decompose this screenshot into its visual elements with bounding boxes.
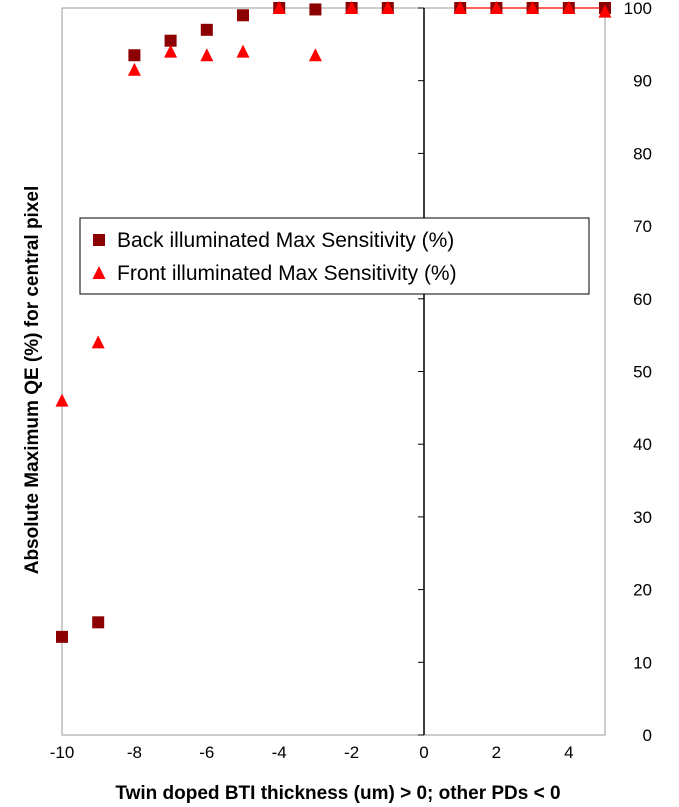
x-tick-label: -6 bbox=[199, 743, 214, 762]
x-axis-title: Twin doped BTI thickness (um) > 0; other… bbox=[115, 783, 560, 804]
front-illuminated-point bbox=[453, 1, 467, 14]
legend-box bbox=[79, 217, 590, 295]
x-tick-label: 2 bbox=[492, 743, 501, 762]
front-illuminated-point bbox=[598, 4, 612, 18]
data-points bbox=[55, 1, 612, 643]
legend-triangle-icon bbox=[92, 266, 106, 279]
front-illuminated-point bbox=[526, 1, 540, 14]
back-illuminated-point bbox=[200, 23, 213, 36]
back-illuminated-point bbox=[237, 9, 249, 22]
x-tick-label: -8 bbox=[127, 743, 142, 762]
legend-square-icon bbox=[93, 234, 105, 246]
y-tick-label: 90 bbox=[633, 72, 652, 91]
back-illuminated-point bbox=[56, 630, 68, 643]
back-illuminated-point bbox=[164, 34, 177, 47]
front-illuminated-point bbox=[236, 44, 250, 58]
legend: Back illuminated Max Sensitivity (%) Fron… bbox=[79, 217, 590, 295]
back-illuminated-point bbox=[92, 616, 105, 629]
front-illuminated-point bbox=[200, 48, 214, 62]
x-tick-label: -4 bbox=[272, 743, 287, 762]
y-tick-label: 10 bbox=[633, 653, 652, 672]
y-axis-title: Absolute Maximum QE (%) for central pixe… bbox=[22, 186, 43, 575]
legend-label: Front illuminated Max Sensitivity (%) bbox=[117, 262, 457, 285]
front-illuminated-point bbox=[308, 48, 322, 62]
axes: 0 10 20 30 40 50 60 70 80 90 100 -10 -8 -6 -4 -2 0 2 4 bbox=[50, 0, 652, 762]
x-tick-label: -2 bbox=[344, 743, 359, 762]
front-illuminated-point bbox=[127, 62, 141, 76]
legend-label: Back illuminated Max Sensitivity (%) bbox=[117, 229, 454, 252]
front-illuminated-point bbox=[489, 1, 503, 14]
front-illuminated-point bbox=[345, 1, 359, 14]
front-illuminated-point bbox=[562, 1, 576, 14]
y-tick-label: 70 bbox=[633, 217, 652, 236]
y-tick-label: 60 bbox=[633, 290, 652, 309]
y-tick-label: 50 bbox=[633, 363, 652, 382]
y-tick-label: 20 bbox=[633, 581, 652, 600]
back-illuminated-point bbox=[309, 3, 322, 16]
front-illuminated-point bbox=[55, 393, 69, 407]
x-tick-label: -10 bbox=[50, 743, 75, 762]
y-tick-label: 30 bbox=[633, 508, 652, 527]
plot-frame bbox=[61, 7, 606, 736]
front-illuminated-point bbox=[91, 335, 105, 349]
x-tick-label: 4 bbox=[564, 743, 573, 762]
front-illuminated-point bbox=[272, 1, 286, 14]
plot-area bbox=[61, 7, 606, 736]
front-illuminated-point bbox=[164, 44, 178, 58]
back-illuminated-point bbox=[128, 49, 141, 62]
y-tick-label: 0 bbox=[643, 726, 652, 745]
y-tick-label: 100 bbox=[624, 0, 652, 18]
y-tick-label: 80 bbox=[633, 144, 652, 163]
x-tick-label: 0 bbox=[419, 743, 428, 762]
front-illuminated-point bbox=[381, 1, 395, 14]
y-tick-label: 40 bbox=[633, 435, 652, 454]
